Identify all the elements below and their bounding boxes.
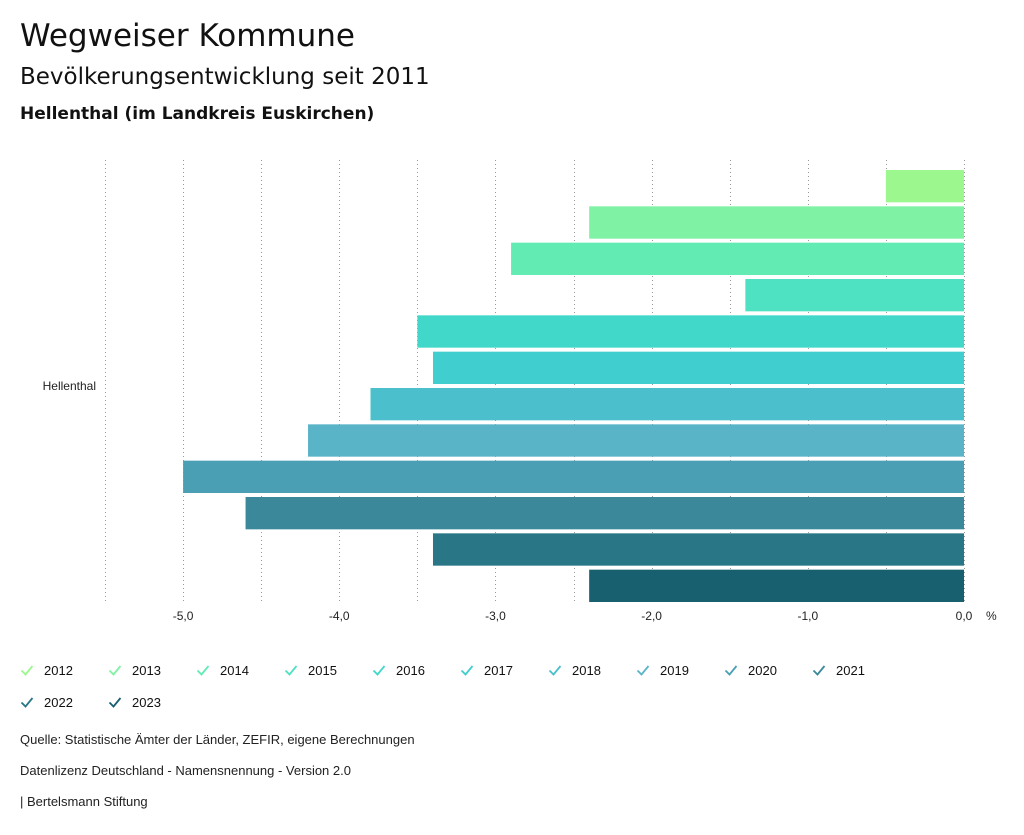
legend-label: 2019 bbox=[660, 662, 689, 678]
bar-2015[interactable] bbox=[745, 279, 964, 312]
bar-2018[interactable] bbox=[370, 388, 964, 421]
legend-item-2013[interactable]: 2013 bbox=[108, 660, 161, 680]
legend-label: 2023 bbox=[132, 694, 161, 710]
x-tick-label: -1,0 bbox=[797, 609, 818, 623]
legend-label: 2013 bbox=[132, 662, 161, 678]
bar-2019[interactable] bbox=[308, 424, 964, 457]
legend-label: 2020 bbox=[748, 662, 777, 678]
legend-item-2021[interactable]: 2021 bbox=[812, 660, 865, 680]
legend-item-2022[interactable]: 2022 bbox=[20, 692, 73, 712]
legend-item-2023[interactable]: 2023 bbox=[108, 692, 161, 712]
bar-2014[interactable] bbox=[511, 242, 964, 275]
bar-2020[interactable] bbox=[183, 460, 964, 493]
x-tick-label: 0,0 bbox=[956, 609, 973, 623]
legend-label: 2012 bbox=[44, 662, 73, 678]
legend-label: 2015 bbox=[308, 662, 337, 678]
check-icon bbox=[636, 665, 650, 676]
legend-label: 2014 bbox=[220, 662, 249, 678]
legend-label: 2016 bbox=[396, 662, 425, 678]
legend-label: 2017 bbox=[484, 662, 513, 678]
x-tick-label: -4,0 bbox=[329, 609, 350, 623]
legend-item-2015[interactable]: 2015 bbox=[284, 660, 337, 680]
bar-2021[interactable] bbox=[245, 497, 965, 530]
check-icon bbox=[284, 665, 298, 676]
legend-item-2020[interactable]: 2020 bbox=[724, 660, 777, 680]
legend-item-2016[interactable]: 2016 bbox=[372, 660, 425, 680]
brand-credit[interactable]: | Bertelsmann Stiftung bbox=[20, 794, 148, 809]
legend-item-2014[interactable]: 2014 bbox=[196, 660, 249, 680]
bar-2013[interactable] bbox=[589, 206, 964, 239]
legend-item-2019[interactable]: 2019 bbox=[636, 660, 689, 680]
check-icon bbox=[460, 665, 474, 676]
bar-chart: Hellenthal -5,0 -4,0 -3,0 -2,0 -1,0 0,0% bbox=[43, 160, 997, 623]
check-icon bbox=[20, 665, 34, 676]
chart-subtitle: Bevölkerungsentwicklung seit 2011 bbox=[20, 64, 430, 90]
check-icon bbox=[812, 665, 826, 676]
license-note[interactable]: Datenlizenz Deutschland - Namensnennung … bbox=[20, 763, 351, 778]
bar-2017[interactable] bbox=[432, 351, 964, 384]
x-tick-label: -3,0 bbox=[485, 609, 506, 623]
bar-2023[interactable] bbox=[589, 569, 964, 602]
legend-label: 2022 bbox=[44, 694, 73, 710]
legend-label: 2021 bbox=[836, 662, 865, 678]
legend-label: 2018 bbox=[572, 662, 601, 678]
bar-2012[interactable] bbox=[885, 170, 964, 203]
check-icon bbox=[108, 697, 122, 708]
check-icon bbox=[108, 665, 122, 676]
category-label: Hellenthal bbox=[43, 379, 96, 393]
x-tick-label: -2,0 bbox=[641, 609, 662, 623]
check-icon bbox=[20, 697, 34, 708]
unit-label: % bbox=[986, 609, 997, 623]
bar-2016[interactable] bbox=[417, 315, 964, 348]
check-icon bbox=[372, 665, 386, 676]
check-icon bbox=[548, 665, 562, 676]
bar-2022[interactable] bbox=[432, 533, 964, 566]
check-icon bbox=[196, 665, 210, 676]
legend-item-2017[interactable]: 2017 bbox=[460, 660, 513, 680]
source-note: Quelle: Statistische Ämter der Länder, Z… bbox=[20, 732, 415, 747]
region-label: Hellenthal (im Landkreis Euskirchen) bbox=[20, 104, 375, 124]
legend-item-2018[interactable]: 2018 bbox=[548, 660, 601, 680]
legend-item-2012[interactable]: 2012 bbox=[20, 660, 73, 680]
check-icon bbox=[724, 665, 738, 676]
page-title: Wegweiser Kommune bbox=[20, 18, 355, 54]
x-tick-label: -5,0 bbox=[173, 609, 194, 623]
